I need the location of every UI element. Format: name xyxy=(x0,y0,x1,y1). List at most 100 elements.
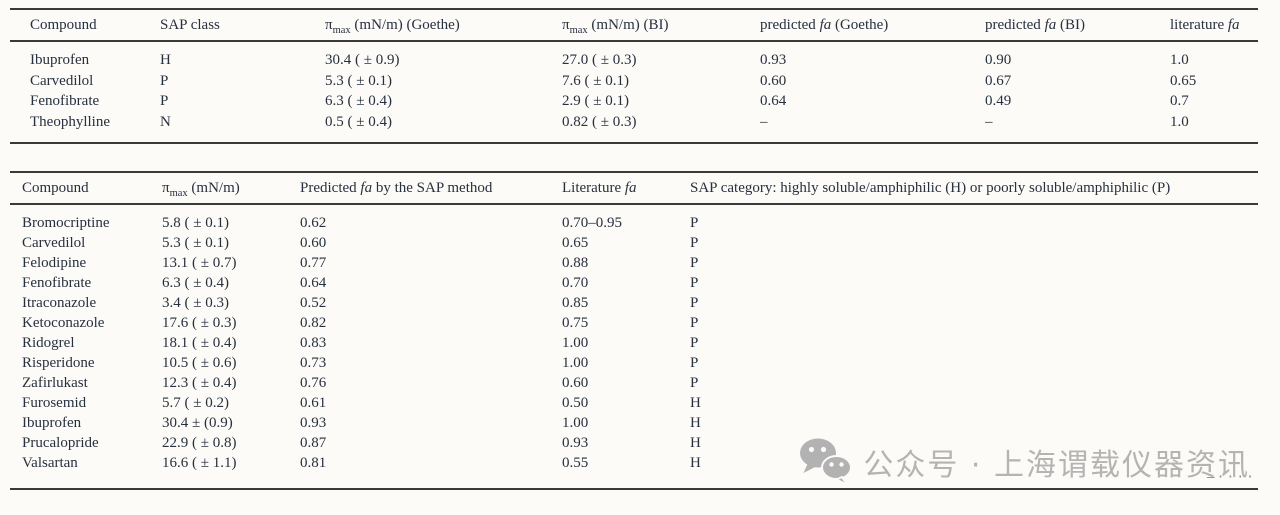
table-cell: H xyxy=(690,435,701,451)
column-header: Literature fa xyxy=(562,172,690,205)
table-cell: 12.3 ( ± 0.4) xyxy=(162,375,237,391)
table-cell: 0.65 xyxy=(562,235,589,251)
table-cell: 0.81 xyxy=(300,455,327,471)
table-cell: Furosemid xyxy=(22,395,87,411)
table-cell: 5.8 ( ± 0.1) xyxy=(162,215,229,231)
table-cell: – xyxy=(760,113,768,130)
table-cell: Fenofibrate xyxy=(30,93,100,109)
table-cell: Valsartan xyxy=(22,455,78,471)
table-cell: P xyxy=(160,93,169,109)
table-cell: 0.7 xyxy=(1170,93,1189,109)
table-cell: P xyxy=(690,255,699,271)
table-cell: 0.76 xyxy=(300,375,327,391)
column-header: SAP class xyxy=(160,9,325,42)
table-cell: P xyxy=(160,72,169,89)
table-row: Theophylline N 0.5 ( ± 0.4) 0.82 ( ± 0.3) – –… xyxy=(10,112,1258,144)
table-cell: Ibuprofen xyxy=(22,415,82,431)
table-cell: Ibuprofen xyxy=(30,52,90,68)
table-row: Fenofibrate 6.3 ( ± 0.4) 0.64 0.70 P xyxy=(10,273,1258,293)
table-cell: 18.1 ( ± 0.4) xyxy=(162,335,237,351)
table-cell: H xyxy=(690,415,701,431)
table-row: Furosemid 5.7 ( ± 0.2) 0.61 0.50 H xyxy=(10,393,1258,413)
table-cell: 0.82 ( ± 0.3) xyxy=(562,113,637,130)
table-row: Ibuprofen H 30.4 ( ± 0.9) 27.0 ( ± 0.3) 0.93… xyxy=(10,41,1258,71)
table-cell: 3.4 ( ± 0.3) xyxy=(162,295,229,311)
table-cell: P xyxy=(690,335,699,351)
table-cell: H xyxy=(690,395,701,411)
table-row: Ibuprofen 30.4 ± (0.9) 0.93 1.00 H xyxy=(10,413,1258,433)
table-cell: 0.90 xyxy=(985,52,1012,68)
table-cell: P xyxy=(690,235,699,251)
table-cell: 0.83 xyxy=(300,335,327,351)
table-surface-pressure-comparison: Compound SAP class πmax (mN/m) (Goethe) πma… xyxy=(10,8,1258,144)
table-cell: 0.67 xyxy=(985,72,1012,89)
table-cell: Carvedilol xyxy=(30,72,94,89)
table-cell: 0.75 xyxy=(562,315,589,331)
table-cell: Bromocriptine xyxy=(22,215,110,231)
table-cell: 6.3 ( ± 0.4) xyxy=(162,275,229,291)
table-cell: 0.62 xyxy=(300,215,327,231)
watermark: 公众号 · 上海谓载仪器资讯 xyxy=(799,436,1250,488)
table-cell: 0.52 xyxy=(300,295,327,311)
table-cell: 0.88 xyxy=(562,255,589,271)
table-cell: 5.7 ( ± 0.2) xyxy=(162,395,229,411)
table-cell: 0.85 xyxy=(562,295,589,311)
column-header: πmax (mN/m) (BI) xyxy=(562,9,760,42)
table-cell: 0.73 xyxy=(300,355,327,371)
watermark-text: 公众号 · 上海谓载仪器资讯 xyxy=(863,448,1250,483)
table-cell: Zafirlukast xyxy=(22,375,88,391)
table-cell: 0.60 xyxy=(562,375,589,391)
table-cell: H xyxy=(160,52,171,68)
table-cell: 0.93 xyxy=(562,435,589,451)
table-cell: Carvedilol xyxy=(22,235,86,251)
header-row: Compound SAP class πmax (mN/m) (Goethe) πma… xyxy=(10,9,1258,42)
table-cell: 7.6 ( ± 0.1) xyxy=(562,72,629,89)
table-cell: 0.87 xyxy=(300,435,327,451)
table-cell: 13.1 ( ± 0.7) xyxy=(162,255,237,271)
table-cell: Ridogrel xyxy=(22,335,75,351)
table-cell: 5.3 ( ± 0.1) xyxy=(325,72,392,89)
table-cell: P xyxy=(690,355,699,371)
table-cell: 1.00 xyxy=(562,335,589,351)
column-header: Compound xyxy=(10,172,162,205)
table-cell: 2.9 ( ± 0.1) xyxy=(562,93,629,109)
column-header: literature fa xyxy=(1170,9,1258,42)
table-cell: P xyxy=(690,295,699,311)
table-cell: 16.6 ( ± 1.1) xyxy=(162,455,237,471)
table-cell: 0.60 xyxy=(760,72,787,89)
table-sap-method-predictions: Compound πmax (mN/m) Predicted fa by the S… xyxy=(10,171,1258,490)
table-cell: P xyxy=(690,275,699,291)
table-cell: 30.4 ( ± 0.9) xyxy=(325,52,400,68)
table-cell: 30.4 ± (0.9) xyxy=(162,415,233,431)
table-cell: 0.82 xyxy=(300,315,327,331)
table-cell: 0.70 xyxy=(562,275,589,291)
table-cell: 10.5 ( ± 0.6) xyxy=(162,355,237,371)
column-header: Predicted fa by the SAP method xyxy=(300,172,562,205)
table-cell: 0.77 xyxy=(300,255,327,271)
table-cell: Prucalopride xyxy=(22,435,99,451)
table-cell: Itraconazole xyxy=(22,295,97,311)
table-row: Fenofibrate P 6.3 ( ± 0.4) 2.9 ( ± 0.1) 0.64… xyxy=(10,91,1258,112)
table-cell: 0.93 xyxy=(760,52,787,68)
table-cell: 0.93 xyxy=(300,415,327,431)
table-cell: 0.49 xyxy=(985,93,1012,109)
column-header: πmax (mN/m) xyxy=(162,172,300,205)
scan-artifact: –···· xyxy=(1206,470,1256,485)
table-cell: 1.0 xyxy=(1170,52,1189,68)
table-row: Prucalopride 22.9 ( ± 0.8) 0.87 0.93 H xyxy=(10,433,1258,453)
table-row: Bromocriptine 5.8 ( ± 0.1) 0.62 0.70–0.95 P xyxy=(10,204,1258,233)
table-row: Risperidone 10.5 ( ± 0.6) 0.73 1.00 P xyxy=(10,353,1258,373)
table-cell: 6.3 ( ± 0.4) xyxy=(325,93,392,109)
table-cell: N xyxy=(160,113,171,130)
table-cell: 0.70–0.95 xyxy=(562,215,622,231)
wechat-icon xyxy=(799,437,852,487)
column-header: πmax (mN/m) (Goethe) xyxy=(325,9,562,42)
table-cell: 22.9 ( ± 0.8) xyxy=(162,435,237,451)
table-cell: Theophylline xyxy=(30,113,110,130)
table-cell: 0.64 xyxy=(760,93,787,109)
column-header: predicted fa (BI) xyxy=(985,9,1170,42)
table-cell: Risperidone xyxy=(22,355,95,371)
table-cell: 0.64 xyxy=(300,275,327,291)
column-header: Compound xyxy=(10,9,160,42)
